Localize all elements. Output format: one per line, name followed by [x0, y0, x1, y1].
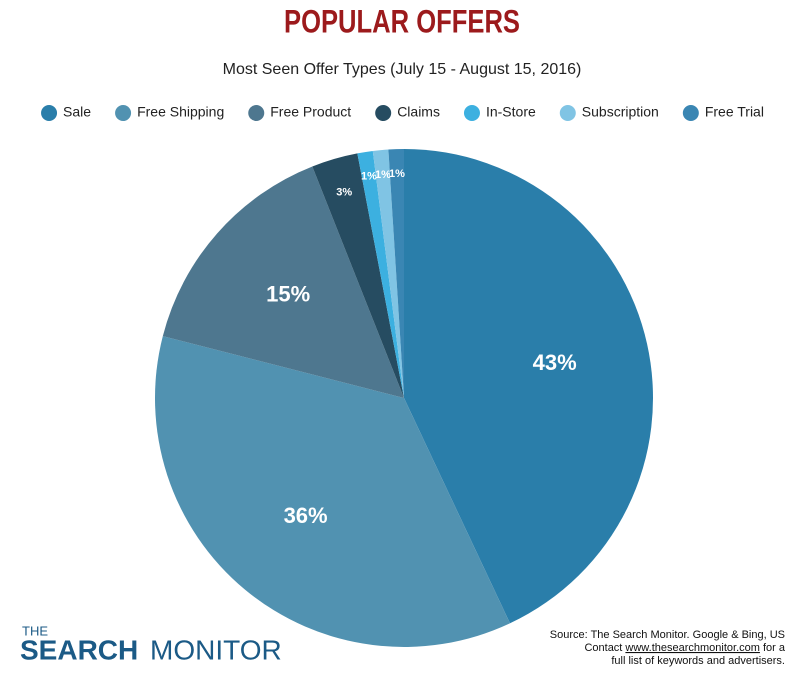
pie-slice	[388, 149, 404, 398]
source-link[interactable]: www.thesearchmonitor.com	[624, 642, 760, 654]
legend-swatch	[41, 105, 58, 121]
legend-label: Free Shipping	[137, 104, 224, 120]
data-label: 1%	[375, 169, 391, 181]
legend-label: Claims	[397, 104, 440, 120]
data-label: 1%	[389, 168, 405, 180]
legend-swatch	[682, 105, 699, 121]
data-label: 3%	[336, 186, 352, 198]
legend-swatch	[559, 105, 576, 121]
chart-subtitle: Most Seen Offer Types (July 15 - August …	[223, 61, 582, 78]
pie-slice	[372, 149, 404, 398]
legend-label: Free Product	[270, 104, 351, 120]
logo-text: THE	[22, 623, 48, 638]
legend-swatch	[248, 105, 265, 121]
legend-swatch	[375, 105, 392, 121]
pie-slice	[154, 336, 511, 647]
legend-label: In-Store	[486, 104, 536, 120]
legend-label: Subscription	[582, 104, 659, 120]
pie-slice	[162, 166, 404, 398]
source-text: Source: The Search Monitor. Google & Bin…	[550, 629, 785, 641]
data-label: 36%	[284, 503, 328, 528]
logo: THE SEARCH MONITOR	[20, 623, 282, 665]
legend-swatch	[115, 105, 132, 121]
legend-label: Sale	[63, 104, 91, 120]
legend-label: Free Trial	[705, 104, 764, 120]
pie-slice	[357, 150, 404, 398]
data-label: 15%	[266, 282, 310, 307]
pie-slice	[404, 149, 653, 624]
chart-title: POPULAR OFFERS	[284, 3, 520, 39]
logo-text: SEARCH	[20, 634, 138, 665]
legend-swatch	[463, 105, 480, 121]
source-text: Contact	[584, 642, 625, 654]
data-label: 43%	[533, 350, 577, 375]
logo-text: MONITOR	[150, 634, 282, 665]
source-text: full list of keywords and advertisers.	[611, 655, 785, 667]
pie-slice	[312, 153, 404, 398]
data-label: 1%	[361, 171, 377, 183]
legend: Sale Free Shipping Free Product Claims In-St…	[41, 104, 764, 121]
source-text: Contact www.thesearchmonitor.com for a	[584, 642, 785, 654]
source-text: for a	[760, 642, 786, 654]
